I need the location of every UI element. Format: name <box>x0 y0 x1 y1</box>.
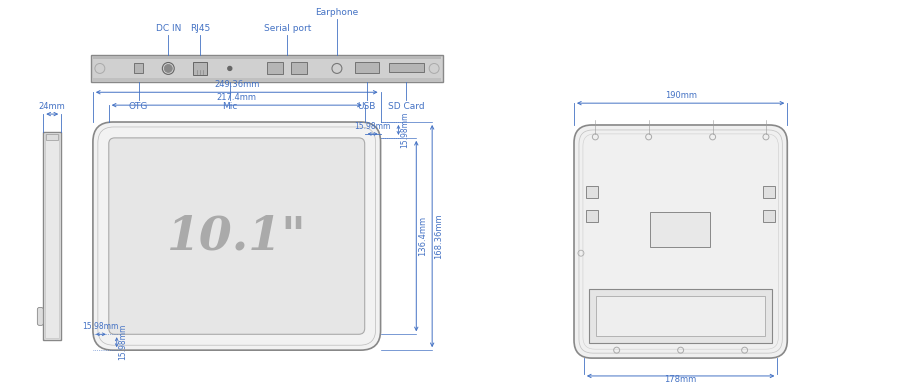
Text: 190mm: 190mm <box>664 91 695 100</box>
Bar <box>267 62 283 74</box>
Bar <box>45 134 60 338</box>
Bar <box>93 56 440 59</box>
Text: 136.4mm: 136.4mm <box>418 216 427 256</box>
Text: RJ45: RJ45 <box>189 24 210 33</box>
Text: 217.4mm: 217.4mm <box>216 93 256 102</box>
Bar <box>291 62 307 74</box>
Text: 15.98mm: 15.98mm <box>83 322 119 331</box>
Text: USB: USB <box>357 102 375 111</box>
Bar <box>649 212 709 247</box>
Text: Earphone: Earphone <box>315 8 358 17</box>
Text: OTG: OTG <box>129 102 148 111</box>
Circle shape <box>164 64 172 72</box>
Text: 178mm: 178mm <box>664 375 696 383</box>
Bar <box>193 62 207 75</box>
Bar <box>762 186 775 198</box>
Bar <box>133 64 143 74</box>
Bar <box>46 134 58 140</box>
Bar <box>588 289 771 343</box>
Text: 15.98mm: 15.98mm <box>354 122 391 131</box>
Text: 168.36mm: 168.36mm <box>434 213 443 259</box>
Bar <box>595 296 765 336</box>
Bar <box>91 54 443 82</box>
Text: 15.98mm: 15.98mm <box>118 324 127 360</box>
Text: DC IN: DC IN <box>155 24 180 33</box>
Text: 15.98mm: 15.98mm <box>400 112 409 148</box>
Bar <box>762 210 775 221</box>
Bar <box>93 79 440 81</box>
FancyBboxPatch shape <box>574 125 787 358</box>
FancyBboxPatch shape <box>108 138 364 334</box>
Text: 24mm: 24mm <box>39 102 66 111</box>
Bar <box>585 210 597 221</box>
FancyBboxPatch shape <box>93 122 380 350</box>
Text: SD Card: SD Card <box>388 102 424 111</box>
Bar <box>43 132 61 340</box>
Text: 249.36mm: 249.36mm <box>214 80 259 89</box>
Bar <box>354 62 378 74</box>
Text: Serial port: Serial port <box>263 24 310 33</box>
FancyBboxPatch shape <box>37 308 43 326</box>
Text: Mic: Mic <box>222 102 237 111</box>
Circle shape <box>227 67 232 70</box>
Bar <box>585 186 597 198</box>
Text: 10.1": 10.1" <box>167 213 307 259</box>
Bar <box>388 64 424 72</box>
